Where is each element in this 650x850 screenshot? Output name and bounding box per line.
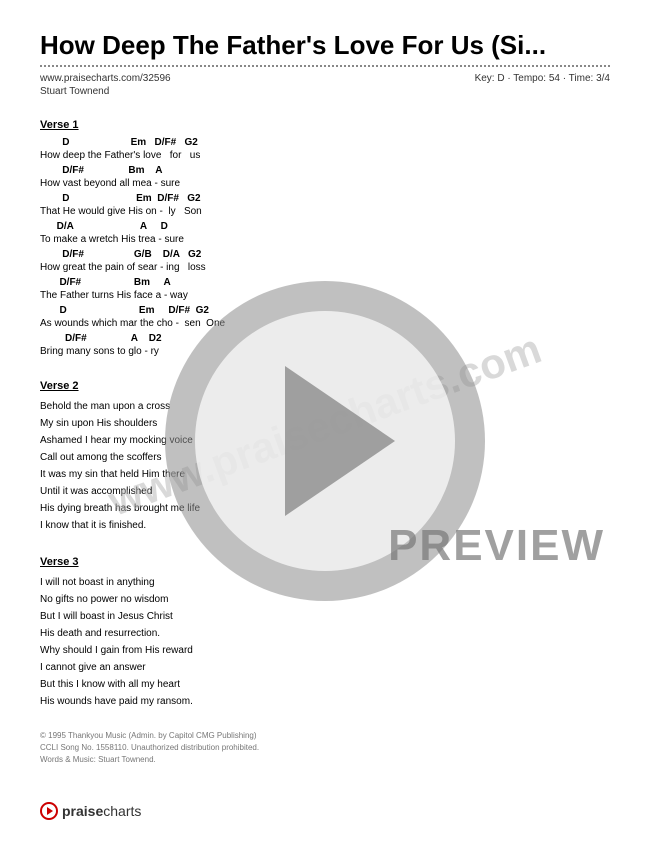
chord-line: D/F# A D2 [40, 333, 610, 345]
lyric-line: Call out among the scoffers [40, 449, 610, 466]
lyric-line: My sin upon His shoulders [40, 415, 610, 432]
chord-line: D Em D/F# G2 [40, 137, 610, 149]
lyric-line: It was my sin that held Him there [40, 466, 610, 483]
lyric-line: But I will boast in Jesus Christ [40, 608, 610, 625]
lyric-line: His wounds have paid my ransom. [40, 693, 610, 710]
meta-row: www.praisecharts.com/32596 Key: D · Temp… [40, 73, 610, 84]
artist-row: Stuart Townend [40, 86, 610, 97]
song-meta: Key: D · Tempo: 54 · Time: 3/4 [475, 73, 610, 84]
lyric-line: His dying breath has brought me life [40, 500, 610, 517]
lyric-line: I will not boast in anything [40, 574, 610, 591]
copyright-line: CCLI Song No. 1558110. Unauthorized dist… [40, 742, 610, 754]
lyric-line: How deep the Father's love for us [40, 149, 610, 162]
lyric-line: Bring many sons to glo - ry [40, 345, 610, 358]
section-header: Verse 2 [40, 380, 610, 392]
section-header: Verse 3 [40, 556, 610, 568]
song-title: How Deep The Father's Love For Us (Si... [40, 30, 610, 61]
divider [40, 65, 610, 67]
chord-line: D Em D/F# G2 [40, 193, 610, 205]
lyric-line: No gifts no power no wisdom [40, 591, 610, 608]
lyric-line: I know that it is finished. [40, 517, 610, 534]
song-section: Verse 2 Behold the man upon a crossMy sin… [40, 380, 610, 534]
copyright-block: © 1995 Thankyou Music (Admin. by Capitol… [40, 730, 610, 766]
lyric-line: But this I know with all my heart [40, 676, 610, 693]
copyright-line: Words & Music: Stuart Townend. [40, 754, 610, 766]
copyright-line: © 1995 Thankyou Music (Admin. by Capitol… [40, 730, 610, 742]
chord-line: D Em D/F# G2 [40, 305, 610, 317]
source-url: www.praisecharts.com/32596 [40, 73, 171, 84]
chord-sheet-page: How Deep The Father's Love For Us (Si...… [0, 0, 650, 786]
lyric-line: Behold the man upon a cross [40, 398, 610, 415]
chord-line: D/A A D [40, 221, 610, 233]
song-section: Verse 1 D Em D/F# G2How deep the Father'… [40, 119, 610, 358]
lyric-line: His death and resurrection. [40, 625, 610, 642]
artist-name: Stuart Townend [40, 86, 109, 97]
lyric-line: I cannot give an answer [40, 659, 610, 676]
lyric-line: How vast beyond all mea - sure [40, 177, 610, 190]
lyric-line: To make a wretch His trea - sure [40, 233, 610, 246]
lyric-line: As wounds which mar the cho - sen One [40, 317, 610, 330]
section-header: Verse 1 [40, 119, 610, 131]
lyric-line: Why should I gain from His reward [40, 642, 610, 659]
lyric-line: Ashamed I hear my mocking voice [40, 432, 610, 449]
song-section: Verse 3 I will not boast in anythingNo gi… [40, 556, 610, 710]
sections-container: Verse 1 D Em D/F# G2How deep the Father'… [40, 119, 610, 710]
chord-line: D/F# Bm A [40, 277, 610, 289]
chord-line: D/F# Bm A [40, 165, 610, 177]
lyric-line: Until it was accomplished [40, 483, 610, 500]
lyric-line: The Father turns His face a - way [40, 289, 610, 302]
footer-play-icon [40, 802, 58, 820]
footer-logo: praisecharts [40, 802, 141, 820]
chord-line: D/F# G/B D/A G2 [40, 249, 610, 261]
footer-brand: praisecharts [62, 803, 141, 819]
lyric-line: How great the pain of sear - ing loss [40, 261, 610, 274]
lyric-line: That He would give His on - ly Son [40, 205, 610, 218]
